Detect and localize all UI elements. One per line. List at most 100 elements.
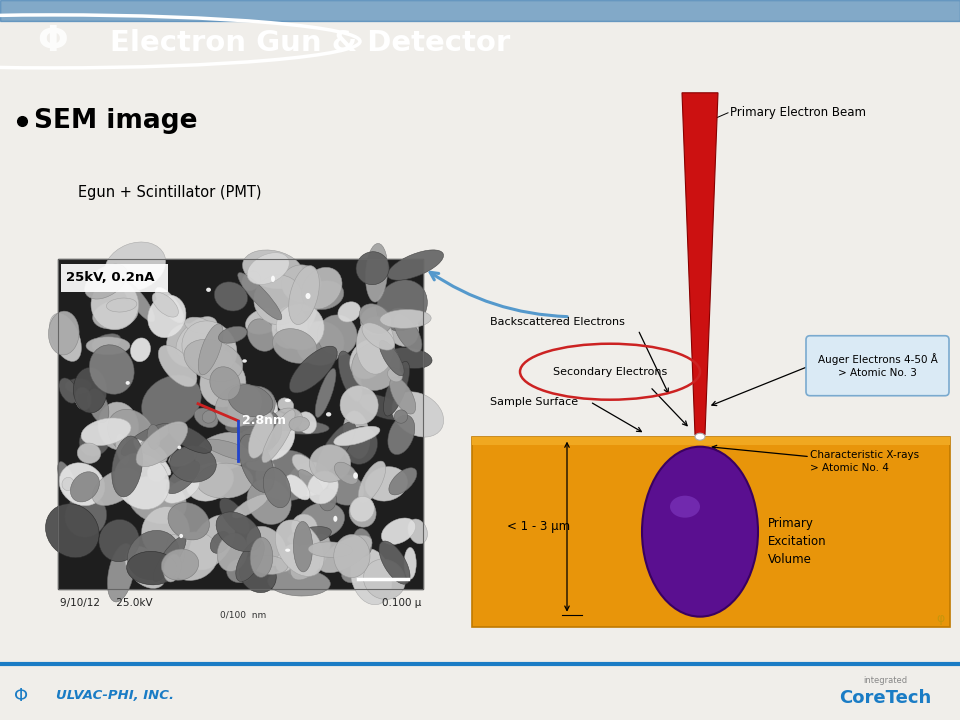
Ellipse shape (281, 265, 322, 302)
Ellipse shape (238, 273, 282, 320)
Ellipse shape (263, 467, 291, 508)
Ellipse shape (75, 387, 91, 410)
Ellipse shape (305, 293, 310, 299)
Ellipse shape (320, 535, 372, 572)
Ellipse shape (108, 544, 134, 602)
Ellipse shape (366, 243, 388, 302)
Ellipse shape (108, 410, 155, 455)
Ellipse shape (308, 542, 352, 557)
Bar (472, 437, 950, 626)
Ellipse shape (268, 569, 330, 596)
Ellipse shape (255, 418, 275, 437)
Ellipse shape (164, 478, 200, 503)
Ellipse shape (168, 424, 211, 454)
Text: CoreTech: CoreTech (839, 689, 931, 707)
FancyBboxPatch shape (61, 264, 168, 292)
Ellipse shape (182, 321, 237, 376)
Ellipse shape (184, 317, 212, 333)
Ellipse shape (50, 313, 82, 361)
Ellipse shape (276, 544, 300, 572)
Ellipse shape (298, 412, 317, 433)
Ellipse shape (356, 316, 395, 374)
Ellipse shape (349, 340, 386, 379)
Ellipse shape (695, 433, 705, 440)
Ellipse shape (195, 432, 256, 471)
Ellipse shape (349, 496, 374, 522)
Ellipse shape (320, 489, 337, 511)
Ellipse shape (92, 334, 121, 351)
Text: Electron Gun & Detector: Electron Gun & Detector (110, 29, 511, 57)
Ellipse shape (247, 253, 289, 284)
Ellipse shape (670, 495, 700, 518)
Ellipse shape (291, 287, 319, 343)
Ellipse shape (228, 386, 276, 427)
Ellipse shape (116, 433, 129, 464)
Ellipse shape (271, 276, 275, 282)
Ellipse shape (359, 394, 405, 420)
Ellipse shape (385, 308, 419, 346)
Ellipse shape (243, 250, 303, 289)
Text: 0/100  nm: 0/100 nm (220, 610, 266, 619)
Text: 2.8nm: 2.8nm (242, 414, 286, 427)
Ellipse shape (326, 412, 331, 416)
Ellipse shape (275, 421, 329, 434)
Ellipse shape (242, 271, 260, 291)
Ellipse shape (342, 560, 372, 583)
Ellipse shape (99, 519, 139, 562)
Ellipse shape (383, 361, 410, 416)
Ellipse shape (246, 411, 295, 461)
Ellipse shape (79, 426, 110, 456)
Ellipse shape (333, 516, 337, 522)
Ellipse shape (388, 415, 415, 454)
Text: Sample Surface: Sample Surface (490, 397, 578, 407)
Ellipse shape (289, 417, 309, 431)
Ellipse shape (125, 546, 166, 588)
Ellipse shape (203, 410, 216, 423)
Text: Primary
Excitation
Volume: Primary Excitation Volume (768, 517, 827, 566)
Ellipse shape (381, 518, 416, 544)
Ellipse shape (128, 476, 186, 523)
Text: 0.100 μ: 0.100 μ (382, 598, 421, 608)
Ellipse shape (133, 439, 171, 475)
Text: Characteristic X-rays
> Atomic No. 4: Characteristic X-rays > Atomic No. 4 (810, 450, 919, 473)
Ellipse shape (388, 250, 444, 280)
Ellipse shape (251, 537, 273, 577)
Ellipse shape (247, 459, 275, 472)
Ellipse shape (285, 399, 291, 402)
Ellipse shape (359, 304, 392, 333)
Text: SEM image: SEM image (34, 108, 198, 134)
Ellipse shape (408, 519, 427, 544)
Ellipse shape (379, 541, 410, 584)
Ellipse shape (238, 408, 281, 451)
Ellipse shape (292, 454, 316, 476)
Ellipse shape (70, 472, 100, 502)
Ellipse shape (318, 315, 357, 356)
Ellipse shape (304, 281, 344, 310)
Text: 25kV, 0.2nA: 25kV, 0.2nA (66, 271, 155, 284)
Ellipse shape (299, 503, 345, 539)
Ellipse shape (158, 346, 197, 387)
Ellipse shape (121, 423, 172, 456)
Ellipse shape (65, 378, 92, 393)
Ellipse shape (45, 504, 99, 558)
Ellipse shape (296, 321, 344, 365)
Ellipse shape (219, 326, 247, 343)
Ellipse shape (338, 302, 361, 322)
Ellipse shape (289, 346, 337, 393)
Ellipse shape (239, 434, 275, 492)
Ellipse shape (295, 537, 331, 569)
Ellipse shape (98, 402, 138, 450)
Ellipse shape (199, 324, 223, 375)
Ellipse shape (292, 514, 318, 541)
Ellipse shape (351, 342, 400, 390)
Ellipse shape (186, 462, 233, 501)
Ellipse shape (249, 413, 274, 458)
Ellipse shape (210, 366, 240, 400)
Text: integrated: integrated (863, 676, 907, 685)
Ellipse shape (122, 281, 155, 322)
Ellipse shape (105, 242, 165, 292)
Ellipse shape (62, 477, 74, 490)
Ellipse shape (163, 554, 181, 582)
Ellipse shape (153, 536, 186, 582)
Ellipse shape (315, 369, 336, 418)
